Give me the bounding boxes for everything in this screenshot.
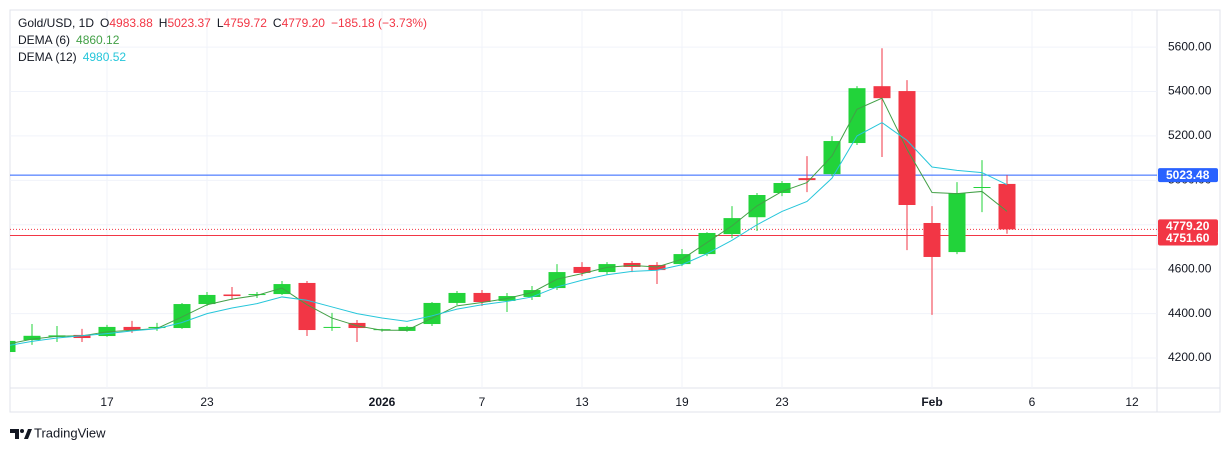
candle-body: [198, 294, 216, 305]
x-tick-label: 17: [100, 395, 114, 409]
candle-body: [848, 88, 866, 144]
x-tick-label: 13: [575, 395, 589, 409]
y-tick-label: 5200.00: [1168, 128, 1212, 142]
candle-body: [173, 304, 191, 329]
candle-body: [448, 292, 466, 303]
y-tick-label: 4400.00: [1168, 306, 1212, 320]
ohlc-value: 4759.72: [224, 16, 268, 30]
candle-body: [548, 272, 566, 289]
candle-body: [923, 222, 941, 257]
legend-value: 4860.12: [76, 33, 120, 47]
ohlc-value: 4779.20: [282, 16, 326, 30]
legend-entry: DEMA (12) 4980.52: [18, 50, 126, 64]
candle-body: [248, 294, 266, 296]
candle-body: [223, 294, 241, 297]
legend-name: DEMA (6): [18, 33, 70, 47]
x-tick-label: 23: [200, 395, 214, 409]
ohlc-key: L: [217, 16, 224, 30]
y-tick-label: 4600.00: [1168, 261, 1212, 275]
candle-body: [773, 183, 791, 194]
price-label: 4779.20: [1166, 219, 1210, 233]
legend-value: 4980.52: [83, 50, 127, 64]
candle-body: [273, 284, 291, 295]
candle-body: [598, 264, 616, 273]
ohlc-value: 5023.37: [167, 16, 211, 30]
candle-body: [423, 302, 441, 325]
x-tick-label: Feb: [921, 395, 942, 409]
indicator-line: [10, 97, 1008, 345]
x-tick-label: 23: [775, 395, 789, 409]
axes: 4200.004400.004600.004800.005000.005200.…: [100, 39, 1218, 409]
price-label-box: [1158, 231, 1218, 246]
indicator-line: [10, 122, 1008, 346]
candle-body: [323, 326, 341, 328]
candle-body: [10, 340, 16, 353]
x-tick-label: 6: [1029, 395, 1036, 409]
candle-body: [148, 326, 166, 329]
candle-body: [73, 334, 91, 339]
price-label-box: [1158, 168, 1218, 183]
legend-entry: DEMA (6) 4860.12: [18, 33, 120, 47]
candle-body: [298, 282, 316, 331]
ohlc-key: O: [100, 16, 109, 30]
candle-body: [373, 329, 391, 331]
candle-body: [698, 232, 716, 255]
candle-body: [898, 91, 916, 205]
candle-body: [973, 187, 991, 189]
footer-brand: TradingView: [34, 425, 106, 440]
y-tick-label: 5600.00: [1168, 39, 1212, 53]
legend-title: Gold/USD, 1D O4983.88 H5023.37 L4759.72 C477…: [18, 16, 427, 30]
candle-body: [398, 326, 416, 331]
x-tick-label: 7: [479, 395, 486, 409]
candle-body: [523, 290, 541, 297]
ohlc-key: H: [159, 16, 168, 30]
legend: Gold/USD, 1D O4983.88 H5023.37 L4759.72 C477…: [18, 16, 427, 64]
legend-name: DEMA (12): [18, 50, 77, 64]
y-tick-label: 5400.00: [1168, 84, 1212, 98]
candle-body: [573, 266, 591, 273]
candle-body: [473, 292, 491, 303]
ohlc-value: 4983.88: [109, 16, 153, 30]
ohlc-key: C: [273, 16, 282, 30]
candle-body: [873, 86, 891, 99]
price-label: 4751.60: [1166, 231, 1210, 245]
footer-logo: [10, 429, 32, 439]
x-tick-label: 12: [1125, 395, 1139, 409]
candle-body: [648, 264, 666, 271]
candle-body: [123, 326, 141, 331]
price-label: 5023.48: [1166, 168, 1210, 182]
symbol: Gold/USD, 1D: [18, 16, 94, 30]
candle-body: [998, 183, 1016, 230]
x-tick-label: 19: [675, 395, 689, 409]
y-tick-label: 4200.00: [1168, 350, 1212, 364]
candle-body: [823, 141, 841, 175]
candle-body: [23, 335, 41, 341]
plot-area: [10, 48, 1157, 353]
candle-body: [948, 193, 966, 253]
x-tick-label: 2026: [369, 395, 396, 409]
change: −185.18 (−3.73%): [331, 16, 427, 30]
price-label-box: [1158, 219, 1218, 234]
chart-frame: [9, 9, 1221, 413]
candle-body: [798, 178, 816, 181]
